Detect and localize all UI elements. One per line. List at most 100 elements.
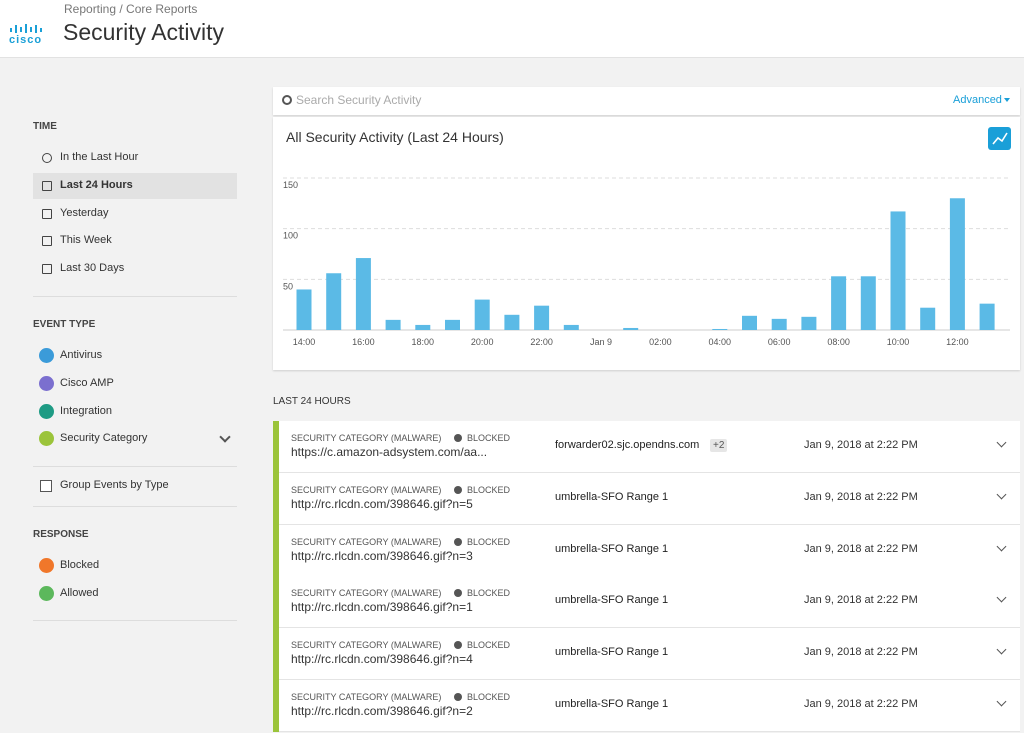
event-source: umbrella-SFO Range 1 — [555, 594, 669, 607]
nav-item[interactable]: Integration — [60, 404, 112, 417]
nav-item[interactable]: Allowed — [60, 586, 99, 599]
bar — [831, 276, 847, 330]
event-source: forwarder02.sjc.opendns.com — [555, 439, 700, 451]
event-row[interactable] — [273, 421, 1020, 473]
blocked-icon — [454, 589, 462, 598]
x-tick-label: 20:00 — [471, 337, 494, 347]
bar — [801, 316, 817, 330]
event-url: http://rc.rlcdn.com/398646.gif?n=4 — [291, 652, 473, 667]
bar — [979, 303, 995, 330]
bar — [563, 324, 579, 330]
event-category: SECURITY CATEGORY (MALWARE) — [291, 640, 442, 651]
x-tick-label: Jan 9 — [590, 337, 612, 347]
bar — [504, 314, 520, 330]
event-time: Jan 9, 2018 at 2:22 PM — [804, 439, 918, 451]
event-time: Jan 9, 2018 at 2:22 PM — [804, 594, 918, 607]
row-accent — [273, 628, 279, 681]
row-accent — [273, 576, 279, 629]
divider — [33, 620, 237, 621]
search-icon — [282, 95, 292, 105]
event-status: BLOCKED — [467, 588, 511, 599]
nav-item[interactable]: In the Last Hour — [60, 151, 139, 163]
event-row[interactable] — [273, 576, 1020, 629]
row-accent — [273, 524, 279, 577]
nav-item[interactable]: Last 30 Days — [60, 262, 125, 275]
y-tick-label: 150 — [283, 180, 298, 190]
bar — [949, 198, 965, 330]
icon — [42, 153, 52, 163]
breadcrumb: Reporting / Core Reports — [64, 2, 198, 16]
header — [0, 0, 1024, 58]
nav-item[interactable]: Antivirus — [60, 349, 103, 361]
event-row[interactable] — [273, 628, 1020, 681]
event-row[interactable] — [273, 524, 1020, 577]
x-tick-label: 04:00 — [709, 337, 732, 347]
y-tick-label: 50 — [283, 281, 293, 291]
event-category: SECURITY CATEGORY (MALWARE) — [291, 433, 442, 443]
icon — [39, 558, 54, 573]
event-source: umbrella-SFO Range 1 — [555, 698, 669, 710]
event-url: https://c.amazon-adsystem.com/aa... — [291, 445, 488, 459]
nav-item[interactable]: Group Events by Type — [60, 479, 169, 491]
icon — [42, 208, 52, 219]
event-row[interactable] — [273, 472, 1020, 525]
y-tick-label: 100 — [283, 231, 298, 241]
selected-bg — [33, 172, 237, 199]
bar — [534, 305, 550, 330]
bar — [296, 289, 312, 330]
event-time: Jan 9, 2018 at 2:22 PM — [804, 646, 918, 659]
advanced-link[interactable]: Advanced — [953, 94, 1002, 106]
x-tick-label: 16:00 — [352, 337, 375, 347]
divider — [33, 466, 237, 467]
nav-item[interactable]: Security Category — [60, 432, 148, 445]
nav-item[interactable]: Last 24 Hours — [60, 178, 133, 191]
icon — [42, 264, 52, 275]
event-status: BLOCKED — [467, 433, 511, 443]
checkbox[interactable] — [40, 480, 52, 492]
event-time: Jan 9, 2018 at 2:22 PM — [804, 698, 918, 710]
event-status: BLOCKED — [467, 692, 511, 702]
x-tick-label: 08:00 — [827, 337, 850, 347]
blocked-icon — [454, 434, 462, 442]
bar — [860, 276, 876, 330]
icon — [42, 180, 52, 191]
page-title: Security Activity — [63, 19, 225, 45]
section-title: EVENT TYPE — [33, 319, 96, 330]
event-source: umbrella-SFO Range 1 — [555, 490, 669, 503]
row-accent — [273, 680, 279, 732]
search-input[interactable]: Search Security Activity — [296, 93, 422, 107]
blocked-icon — [454, 537, 462, 546]
event-status: BLOCKED — [467, 640, 511, 651]
chart-title: All Security Activity (Last 24 Hours) — [286, 129, 504, 145]
event-row[interactable] — [273, 680, 1020, 732]
bar — [474, 299, 490, 330]
nav-item[interactable]: Cisco AMP — [60, 376, 114, 389]
event-category: SECURITY CATEGORY (MALWARE) — [291, 588, 442, 599]
nav-item[interactable]: Yesterday — [60, 206, 109, 219]
chart-card: All Security Activity (Last 24 Hours) 50… — [273, 117, 1020, 370]
bar — [712, 328, 728, 330]
source-badge: +2 — [710, 439, 728, 452]
icon — [39, 585, 54, 601]
caret — [1004, 98, 1010, 102]
section-title: TIME — [33, 121, 57, 132]
nav-item[interactable]: Blocked — [60, 559, 100, 571]
nav-item[interactable]: This Week — [60, 234, 112, 247]
event-url: http://rc.rlcdn.com/398646.gif?n=5 — [291, 496, 473, 511]
event-url: http://rc.rlcdn.com/398646.gif?n=3 — [291, 548, 473, 563]
bar — [623, 327, 639, 330]
chevron[interactable] — [219, 431, 231, 444]
bar — [355, 258, 371, 330]
blocked-icon — [454, 485, 462, 494]
x-tick-label: 06:00 — [768, 337, 791, 347]
bar — [445, 319, 460, 330]
bar — [890, 211, 906, 330]
bar — [415, 324, 431, 330]
chart: All Security Activity (Last 24 Hours) 50… — [283, 127, 1011, 347]
icon — [39, 403, 54, 419]
chart-icon — [992, 132, 1008, 145]
row-accent — [273, 421, 279, 473]
x-tick-label: 12:00 — [946, 337, 969, 347]
logo-text: cisco — [9, 34, 43, 46]
search-bar[interactable] — [273, 87, 1020, 115]
